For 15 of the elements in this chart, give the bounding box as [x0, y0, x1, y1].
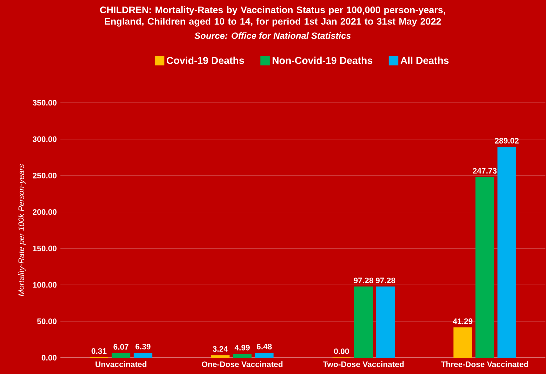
- legend-label: All Deaths: [400, 56, 449, 64]
- bar: [498, 147, 516, 358]
- chart-title: CHILDREN: Mortality-Rates by Vaccination Status per 100,000 person-years, England, Children aged 10 to 14, for period 1st Jan 2021 to 31st May 2022: [100, 6, 446, 27]
- bar: [233, 354, 252, 358]
- legend-label: Non-Covid-19 Deaths: [272, 56, 373, 64]
- bar: [454, 328, 472, 358]
- bar: [476, 177, 494, 358]
- bar: [112, 353, 131, 358]
- bar: [376, 286, 396, 358]
- source-note: Source: Office for National Statistics: [194, 32, 352, 40]
- bar: [211, 355, 230, 358]
- bar: [134, 353, 153, 358]
- legend-label: Covid-19 Deaths: [166, 56, 244, 64]
- bar: [255, 352, 274, 358]
- bar: [354, 286, 374, 358]
